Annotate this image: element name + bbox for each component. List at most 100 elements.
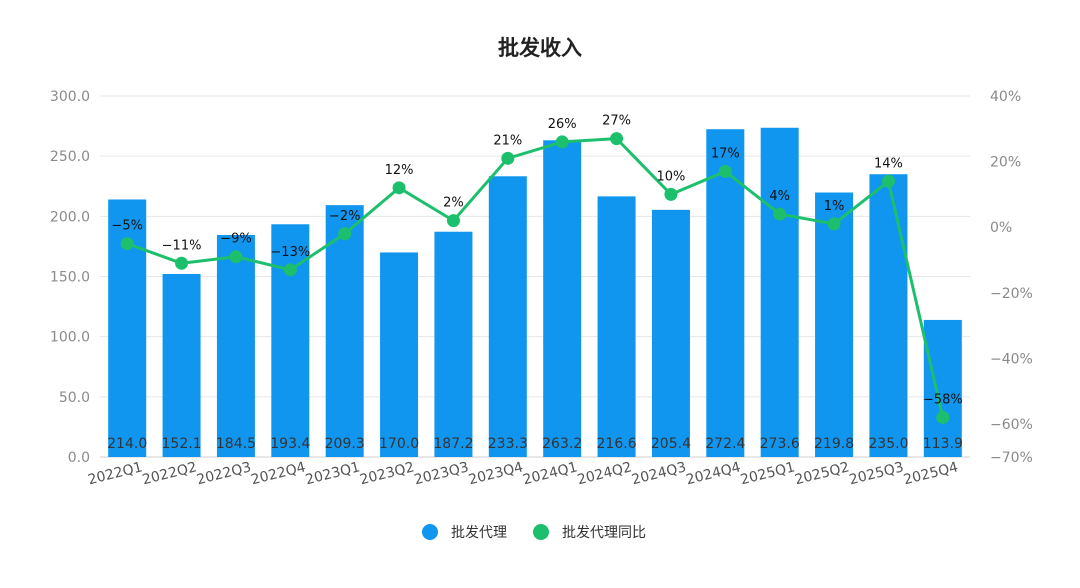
- bar-data-labels: 214.0 152.1 184.5 193.4 209.3 170.0 187.2 233.3…: [107, 436, 963, 452]
- line-value-label: 21%: [493, 133, 522, 148]
- bar: [488, 176, 527, 457]
- x-tick-label: 2023Q3: [413, 459, 471, 488]
- line-value-label: 2%: [443, 196, 464, 211]
- line-point: [610, 132, 624, 146]
- y-right-tick-label: 40%: [990, 89, 1021, 105]
- line-point: [501, 151, 515, 165]
- line-value-label: −9%: [220, 232, 252, 247]
- line-data-labels: −5% −11% −9% −13% −2% 12% 2% 21% 26% 27% 10% 17% 4% 1…: [111, 114, 962, 408]
- x-axis: 2022Q12022Q22022Q32022Q42023Q12023Q22023…: [86, 459, 959, 488]
- y-right-tick-label: −20%: [990, 286, 1033, 302]
- line-point: [827, 217, 841, 231]
- x-tick-label: 2024Q3: [630, 459, 688, 488]
- bar-value-label: 187.2: [433, 436, 473, 452]
- line-value-label: 14%: [874, 156, 903, 171]
- line-value-label: −58%: [923, 392, 963, 407]
- line-value-label: 12%: [385, 163, 414, 178]
- line-value-label: −2%: [329, 209, 361, 224]
- legend-swatch-bar: [422, 524, 438, 540]
- bar: [651, 209, 690, 457]
- bar-value-label: 233.3: [488, 436, 528, 452]
- line-point: [175, 256, 189, 270]
- line-point: [555, 135, 569, 149]
- legend-label-line: 批发代理同比: [562, 525, 646, 541]
- line-value-label: 26%: [548, 117, 577, 132]
- y-left-tick-label: 200.0: [50, 209, 90, 225]
- bar: [869, 174, 908, 457]
- line-value-label: 17%: [711, 146, 740, 161]
- y-left-tick-label: 150.0: [50, 270, 90, 286]
- line-value-label: 4%: [769, 189, 790, 204]
- x-tick-label: 2025Q2: [793, 459, 851, 488]
- bar-value-label: 273.6: [760, 436, 800, 452]
- line-point: [936, 410, 950, 424]
- chart-title: 批发收入: [498, 36, 582, 60]
- x-tick-label: 2023Q2: [358, 459, 416, 488]
- bar-value-label: 184.5: [216, 436, 256, 452]
- y-right-tick-label: −70%: [990, 450, 1033, 466]
- x-tick-label: 2024Q2: [576, 459, 634, 488]
- x-tick-label: 2022Q1: [86, 459, 144, 488]
- x-tick-label: 2024Q1: [521, 459, 579, 488]
- y-axis-right: −70% −60% −40% −20% 0% 20% 40%: [990, 89, 1033, 466]
- line-value-label: −13%: [270, 245, 310, 260]
- legend: 批发代理 批发代理同比: [422, 524, 646, 541]
- line-point: [773, 207, 787, 221]
- line-value-label: −11%: [162, 238, 202, 253]
- bar: [923, 319, 962, 457]
- bar: [162, 273, 201, 457]
- bar-series: [108, 127, 962, 458]
- bar-value-label: 272.4: [705, 436, 745, 452]
- x-tick-label: 2025Q3: [848, 459, 906, 488]
- line-point: [718, 164, 732, 178]
- y-left-tick-label: 100.0: [50, 330, 90, 346]
- bar: [380, 252, 419, 457]
- line-point: [446, 214, 460, 228]
- bar-value-label: 219.8: [814, 436, 854, 452]
- x-tick-label: 2023Q4: [467, 459, 525, 488]
- bar: [543, 140, 582, 458]
- bar-value-label: 263.2: [542, 436, 582, 452]
- legend-label-bar: 批发代理: [451, 525, 507, 541]
- bar-value-label: 235.0: [868, 436, 908, 452]
- line-point: [283, 263, 297, 277]
- bar-value-label: 193.4: [270, 436, 310, 452]
- x-tick-label: 2023Q1: [304, 459, 362, 488]
- bar-value-label: 205.4: [651, 436, 691, 452]
- line-point: [881, 174, 895, 188]
- x-tick-label: 2025Q1: [739, 459, 797, 488]
- line-value-label: 27%: [602, 114, 631, 129]
- line-point: [338, 227, 352, 241]
- x-tick-label: 2022Q3: [195, 459, 253, 488]
- x-tick-label: 2022Q2: [141, 459, 199, 488]
- x-tick-label: 2022Q4: [249, 459, 307, 488]
- y-right-tick-label: −40%: [990, 351, 1033, 367]
- bar: [760, 127, 799, 457]
- line-value-label: 10%: [656, 169, 685, 184]
- bar: [216, 234, 255, 457]
- line-point: [392, 181, 406, 195]
- y-left-tick-label: 250.0: [50, 149, 90, 165]
- bar: [325, 205, 364, 457]
- bar-value-label: 216.6: [597, 436, 637, 452]
- y-left-tick-label: 50.0: [59, 390, 90, 406]
- y-axis-left: 0.0 50.0 100.0 150.0 200.0 250.0 300.0: [50, 89, 90, 466]
- line-point: [120, 237, 134, 251]
- yoy-line: [126, 137, 945, 418]
- bar-value-label: 113.9: [923, 436, 963, 452]
- y-right-tick-label: 20%: [990, 155, 1021, 171]
- y-left-tick-label: 0.0: [68, 450, 90, 466]
- line-point: [229, 250, 243, 264]
- bar: [434, 231, 473, 457]
- line-point: [664, 187, 678, 201]
- y-left-tick-label: 300.0: [50, 89, 90, 105]
- line-value-label: 1%: [824, 199, 845, 214]
- bar-value-label: 209.3: [325, 436, 365, 452]
- bar-value-label: 152.1: [162, 436, 202, 452]
- y-right-tick-label: −60%: [990, 417, 1033, 433]
- bar: [815, 192, 854, 458]
- bar-value-label: 170.0: [379, 436, 419, 452]
- bar: [597, 196, 636, 457]
